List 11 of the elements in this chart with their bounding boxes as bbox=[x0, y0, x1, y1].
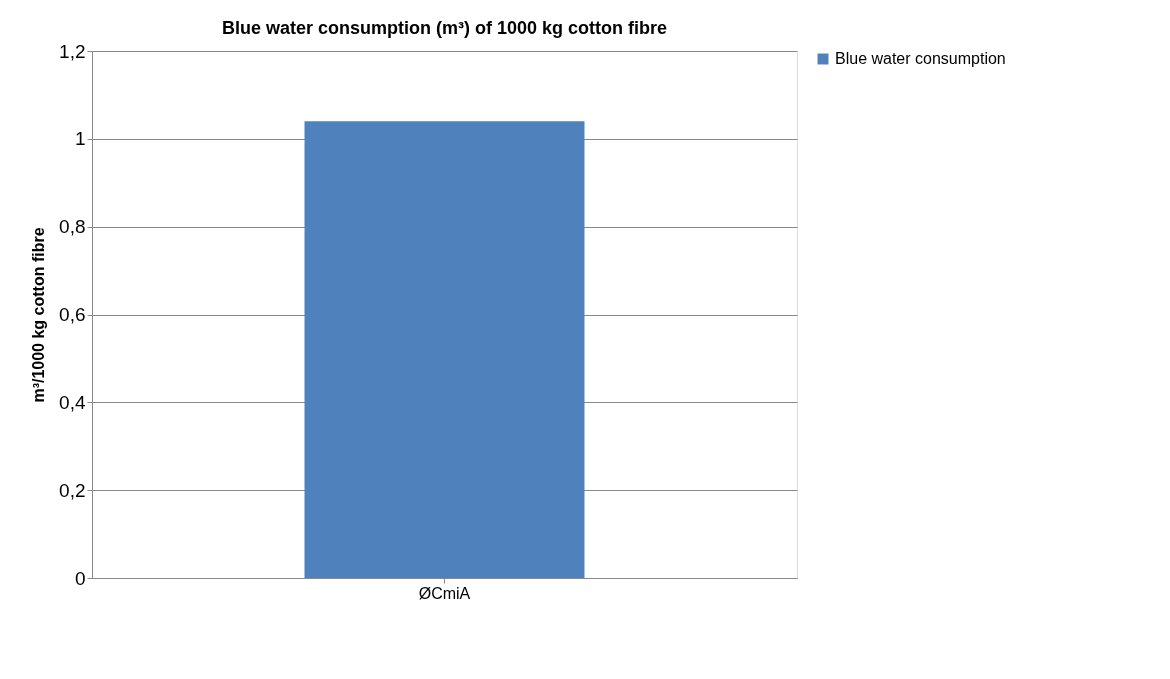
x-tick-label: ØCmiA bbox=[418, 584, 471, 602]
y-tick-label: 0,4 bbox=[59, 391, 86, 413]
y-tick-label: 0 bbox=[74, 567, 86, 589]
legend-label: Blue water consumption bbox=[835, 50, 1006, 67]
y-axis-title: m³/1000 kg cotton fibre bbox=[30, 227, 48, 403]
y-tick-label: 0,2 bbox=[59, 479, 86, 501]
y-tick-label: 1 bbox=[74, 128, 86, 150]
y-tick-label: 0,8 bbox=[59, 216, 86, 238]
y-tick-label: 0,6 bbox=[59, 304, 86, 325]
chart-title: Blue water consumption (m³) of 1000 kg cotton fibre bbox=[221, 18, 668, 38]
y-tick-label: 1,2 bbox=[59, 40, 86, 62]
